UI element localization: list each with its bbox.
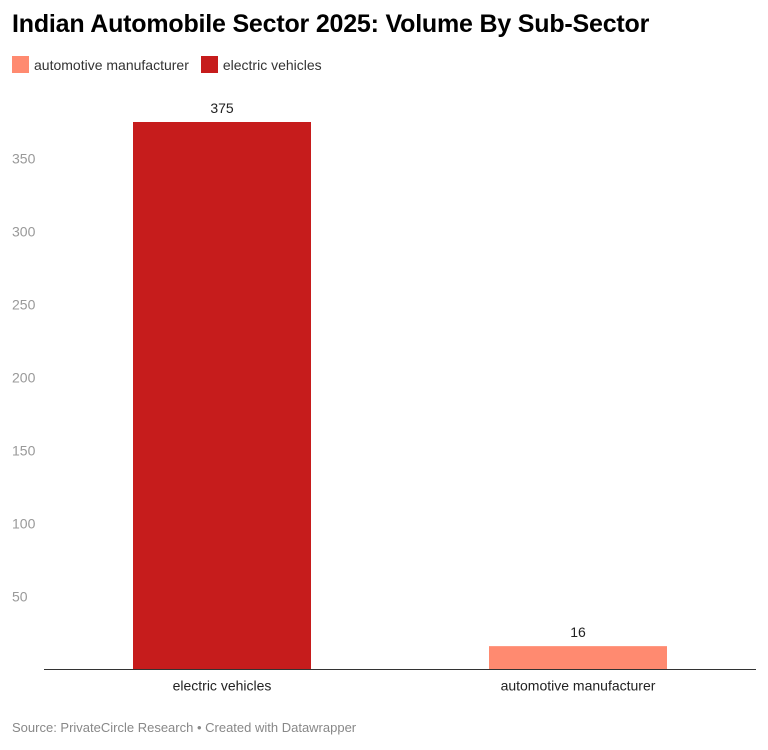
bar-chart: 50 100 150 200 250 300 350 375 electric vehicles… [12,100,756,694]
legend-swatch-electric-vehicles [200,56,218,73]
y-tick-label: 250 [12,297,36,313]
y-tick-label: 50 [12,589,28,605]
x-category-label: electric vehicles [173,678,272,694]
y-tick-label: 200 [12,370,36,386]
legend-item-automotive-manufacturer: automotive manufacturer [12,56,189,73]
legend-swatch-automotive-manufacturer [12,56,29,73]
legend-label-automotive-manufacturer: automotive manufacturer [34,56,189,73]
y-tick-label: 300 [12,224,36,240]
y-tick-label: 100 [12,516,36,532]
bar [133,122,311,670]
chart-title: Indian Automobile Sector 2025: Volume By… [12,10,650,38]
bar-value-label: 16 [570,624,586,640]
bar-value-label: 375 [210,100,234,116]
y-tick-label: 150 [12,443,36,459]
legend-label-electric-vehicles: electric vehicles [222,56,322,73]
x-category-label: automotive manufacturer [501,678,656,694]
y-tick-label: 350 [12,151,36,167]
legend-item-electric-vehicles: electric vehicles [200,56,322,73]
bar [489,646,667,670]
source-note: Source: PrivateCircle Research • Created… [12,720,357,735]
legend: automotive manufacturer electric vehicle… [12,56,334,73]
